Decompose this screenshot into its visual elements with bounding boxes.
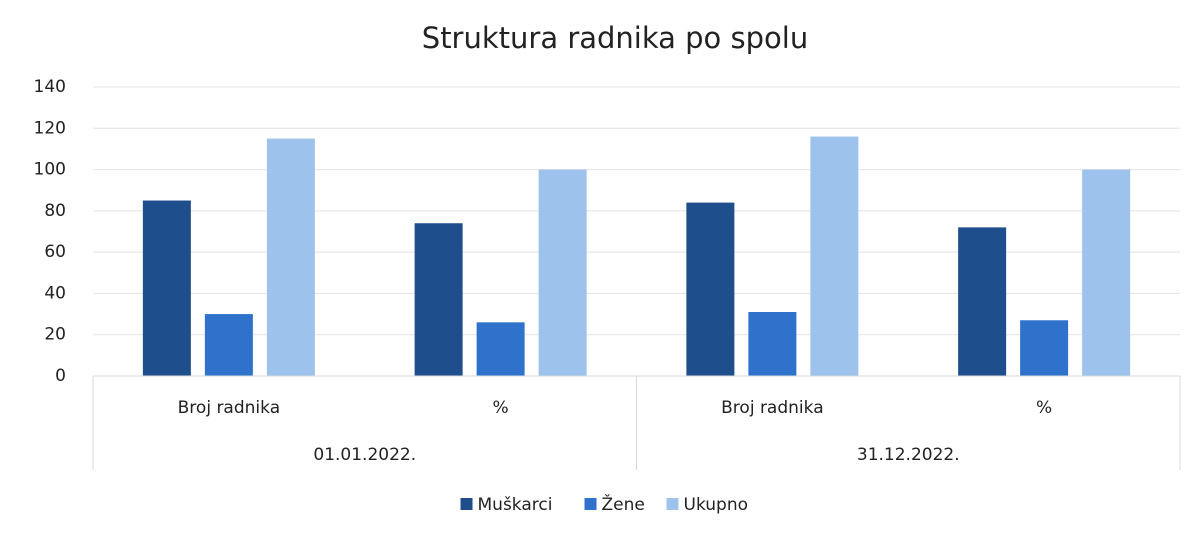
group-label: 31.12.2022.: [857, 445, 960, 465]
bar: [142, 200, 191, 376]
bar: [686, 202, 735, 376]
y-tick-label: 0: [55, 366, 66, 386]
bar: [1082, 169, 1131, 376]
bar: [476, 322, 525, 376]
y-tick-label: 80: [44, 201, 66, 221]
x-tick-label: Broj radnika: [721, 398, 823, 418]
bar: [748, 312, 797, 376]
y-tick-label: 120: [34, 118, 66, 138]
x-tick-label: Broj radnika: [178, 398, 280, 418]
chart-title: Struktura radnika po spolu: [422, 21, 808, 55]
legend-swatch: [460, 498, 473, 510]
y-tick-label: 40: [44, 283, 66, 303]
bar: [958, 227, 1007, 376]
bar: [1020, 320, 1069, 376]
legend-label: Ukupno: [684, 495, 749, 515]
group-label: 01.01.2022.: [313, 445, 416, 465]
bar: [810, 136, 859, 376]
legend-label: Muškarci: [478, 495, 553, 515]
bar: [204, 314, 253, 376]
bar: [266, 138, 315, 376]
bar: [414, 223, 463, 376]
x-tick-label: %: [1036, 398, 1052, 418]
y-tick-label: 20: [44, 325, 66, 345]
y-tick-label: 140: [34, 77, 66, 97]
bar: [538, 169, 587, 376]
legend-label: Žene: [602, 493, 645, 515]
legend-swatch: [584, 498, 597, 510]
x-tick-label: %: [493, 398, 509, 418]
y-tick-label: 60: [44, 242, 66, 262]
y-tick-label: 100: [34, 160, 66, 180]
legend-swatch: [666, 498, 679, 510]
